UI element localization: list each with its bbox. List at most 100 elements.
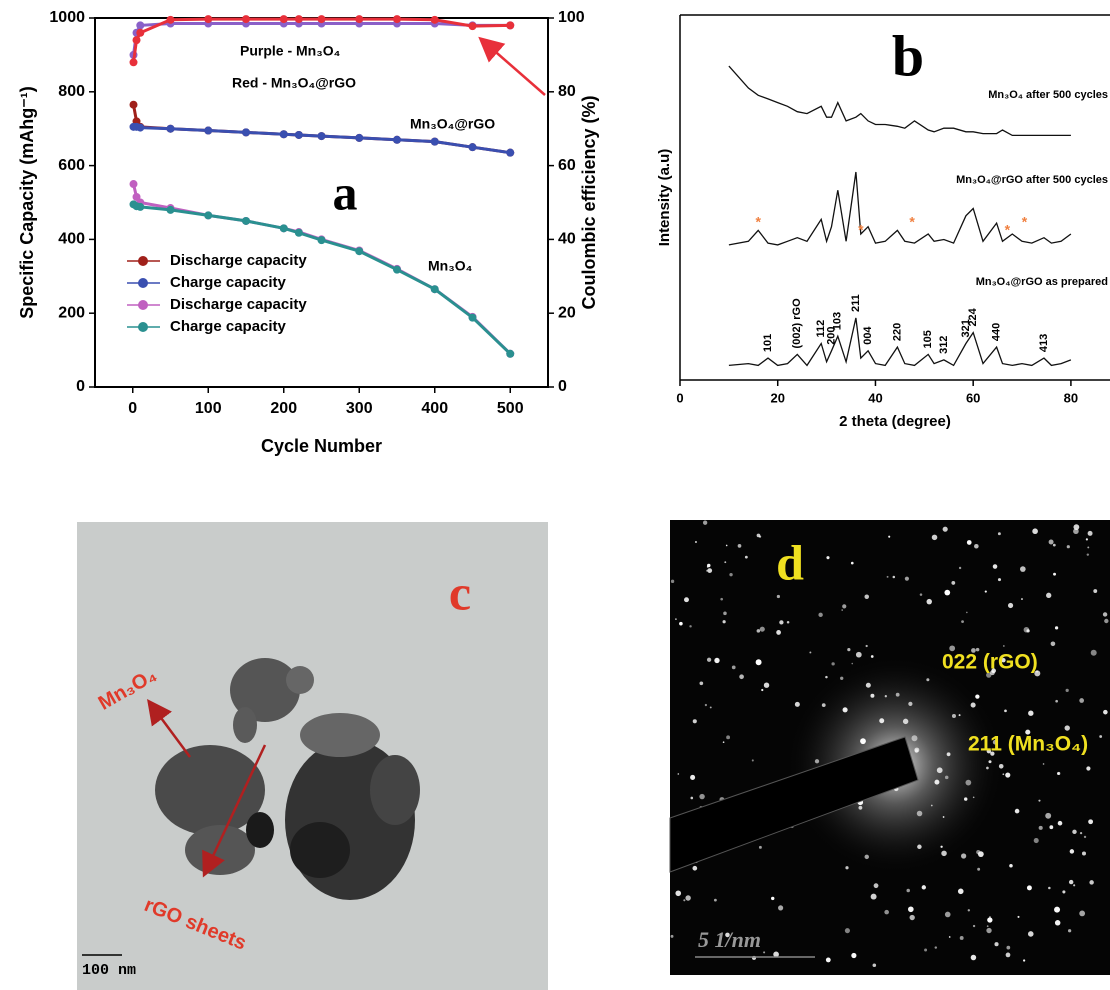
diffraction-spot [694,540,697,543]
data-point [294,130,303,139]
data-point [242,216,250,225]
diffraction-spot [778,905,784,911]
data-point [279,130,288,139]
data-point [136,28,145,37]
data-point [132,36,141,45]
data-point [136,202,145,211]
diffraction-spot [1023,626,1030,633]
diffraction-spot [1089,880,1094,885]
legend-label: Discharge capacity [170,296,307,313]
diffraction-spot [957,888,964,895]
diffraction-spot [809,651,812,654]
diffraction-spot [1053,572,1057,576]
data-point [279,15,288,24]
data-point [279,224,288,233]
x-tick-label: 100 [195,400,222,417]
data-point [317,236,326,245]
legend-label: Charge capacity [170,274,287,291]
panel-label: d [776,534,804,590]
y2-tick-label: 20 [558,304,576,321]
diffraction-spot [942,816,945,818]
diffraction-spot [1017,915,1020,918]
diffraction-spot [692,719,697,724]
series-line [132,22,511,56]
diffraction-spot [845,866,849,870]
diffraction-spot [998,763,1004,769]
diffraction-spot [1086,766,1091,771]
data-point [317,132,326,141]
diffraction-spot [1064,725,1070,731]
diffraction-spot [731,665,736,670]
diffraction-spot [895,692,900,697]
diffraction-spot [970,954,977,961]
scale-bar-label: 100 nm [82,962,136,979]
diffraction-spot [1007,602,1014,609]
diffraction-spot [818,612,823,618]
diffraction-spot [984,590,987,593]
peak-label: 200 [825,326,837,344]
data-point [294,15,303,24]
diffraction-spot [926,598,932,605]
data-point [242,15,250,24]
diffraction-spot [1085,538,1088,541]
diffraction-spot [966,540,972,545]
diffraction-spot [709,706,712,709]
data-point [166,15,175,24]
diffraction-spot [971,648,976,653]
tem-image: c Mn₃O₄ rGO sheets 100 nm [77,522,548,990]
diffraction-spot [986,672,992,678]
diffraction-spot [987,917,993,923]
x-tick-label: 400 [421,400,448,417]
diffraction-spot [786,620,790,624]
impurity-marker: * [1005,222,1011,238]
diffraction-spot [959,936,964,940]
diffraction-spot [723,611,727,616]
diffraction-image: d 022 (rGO) 211 (Mn₃O₄) 5 1/nm [669,520,1110,975]
diffraction-spot [1079,910,1086,917]
diffraction-spot [683,899,686,902]
diffraction-spot [1009,864,1013,868]
annotation: 022 (rGO) [942,651,1038,674]
diffraction-spot [892,575,896,579]
diffraction-spot [1102,612,1108,617]
y2-tick-label: 40 [558,231,576,248]
diffraction-spot [758,845,762,849]
diffraction-spot [763,951,766,954]
diffraction-spot [1079,831,1083,835]
series-label: Mn₃O₄@rGO after 500 cycles [956,174,1108,186]
data-point [393,135,401,144]
diffraction-spot [776,630,781,635]
diffraction-spot [904,576,909,581]
annotation: Mn₃O₄ [428,258,472,274]
peak-label: 440 [991,323,1003,341]
diffraction-spot [840,676,844,680]
diffraction-spot [692,865,698,871]
diffraction-spot [1048,886,1051,890]
diffraction-spot [1099,735,1103,738]
diffraction-spot [1069,849,1075,854]
diffraction-spot [919,593,923,596]
diffraction-spot [975,647,980,652]
diffraction-spot [992,739,998,745]
diffraction-spot [713,898,717,902]
data-point [430,137,439,146]
diffraction-spot [1093,589,1098,593]
annotation: Red - Mn₃O₄@rGO [232,75,356,91]
peak-label: 413 [1038,334,1050,352]
diffraction-spot [870,655,874,658]
diffraction-spot [844,928,850,934]
plot-frame [94,17,549,388]
peak-label: (002) rGO [791,298,803,349]
data-point [506,148,515,157]
diffraction-spot [773,951,779,958]
data-point [468,22,477,31]
particles [155,658,420,900]
diffraction-spot [1090,649,1097,656]
diffraction-spot [942,526,948,532]
peak-label: 101 [762,334,774,352]
diffraction-spot [986,748,992,754]
diffraction-spot [977,867,981,871]
scale-bar-label: 5 1/nm [698,927,761,952]
diffraction-spot [1062,890,1066,894]
diffraction-spot [914,747,920,753]
